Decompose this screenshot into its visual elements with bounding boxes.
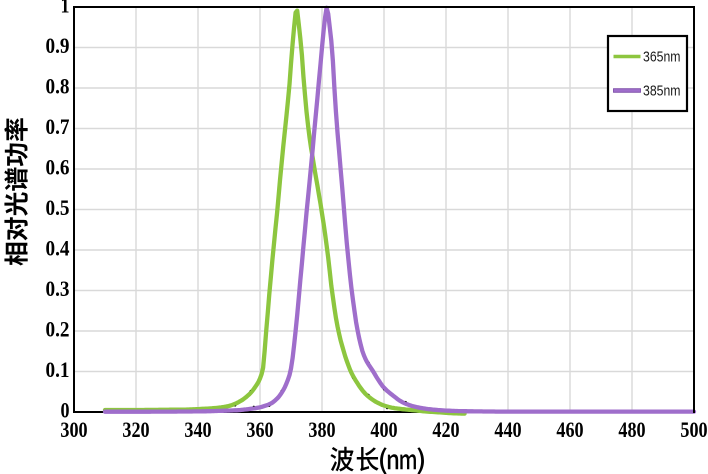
svg-text:420: 420 [432,417,459,442]
svg-text:400: 400 [370,417,397,442]
svg-text:0: 0 [61,397,70,422]
svg-text:460: 460 [556,417,583,442]
svg-text:0.2: 0.2 [46,316,70,341]
svg-text:380: 380 [308,417,335,442]
svg-text:480: 480 [618,417,645,442]
svg-text:0.3: 0.3 [46,276,70,301]
svg-text:320: 320 [122,417,149,442]
svg-text:340: 340 [184,417,211,442]
svg-text:385nm: 385nm [643,83,681,100]
svg-text:0.8: 0.8 [46,73,70,98]
svg-text:360: 360 [246,417,273,442]
svg-text:0.7: 0.7 [46,114,70,139]
svg-text:0.6: 0.6 [46,154,70,179]
svg-text:1: 1 [61,0,70,17]
svg-text:0.5: 0.5 [46,195,70,220]
svg-text:440: 440 [494,417,521,442]
svg-text:0.4: 0.4 [46,235,70,260]
svg-text:0.9: 0.9 [46,33,70,58]
svg-text:500: 500 [680,417,707,442]
svg-text:300: 300 [60,417,87,442]
svg-text:0.1: 0.1 [46,357,70,382]
svg-text:365nm: 365nm [643,49,681,66]
